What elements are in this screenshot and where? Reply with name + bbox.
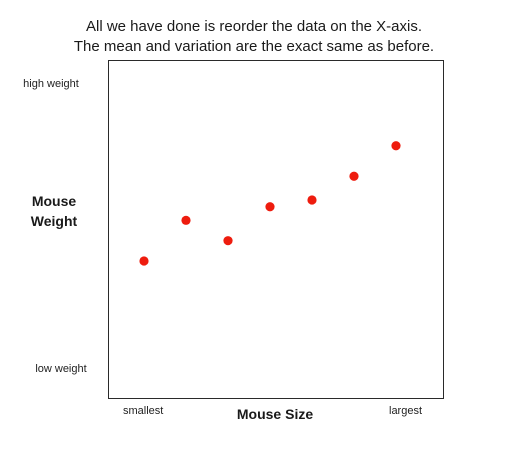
data-point-1 [139,256,149,266]
x-tick-label-largest: largest [389,405,423,417]
chart-title-line-2: The mean and variation are the exact sam… [73,38,435,55]
y-axis-title: Mouse Weight [0,191,108,231]
x-axis-title: Mouse Size [236,406,314,422]
y-tick-label-high: high weight [23,78,79,90]
data-point-6 [349,171,359,181]
data-point-7 [391,141,401,151]
data-point-2 [181,215,191,225]
data-point-5 [307,195,317,205]
y-tick-label-low: low weight [35,363,87,375]
x-tick-label-smallest: smallest [123,405,164,417]
data-point-4 [265,202,275,212]
chart-title-line-1: All we have done is reorder the data on … [85,18,423,35]
data-point-3 [223,236,233,246]
y-axis-title-line-1: Mouse [31,193,77,209]
plot-area [108,60,444,399]
y-axis-title-line-2: Weight [30,213,78,229]
scatter-points [139,141,401,266]
